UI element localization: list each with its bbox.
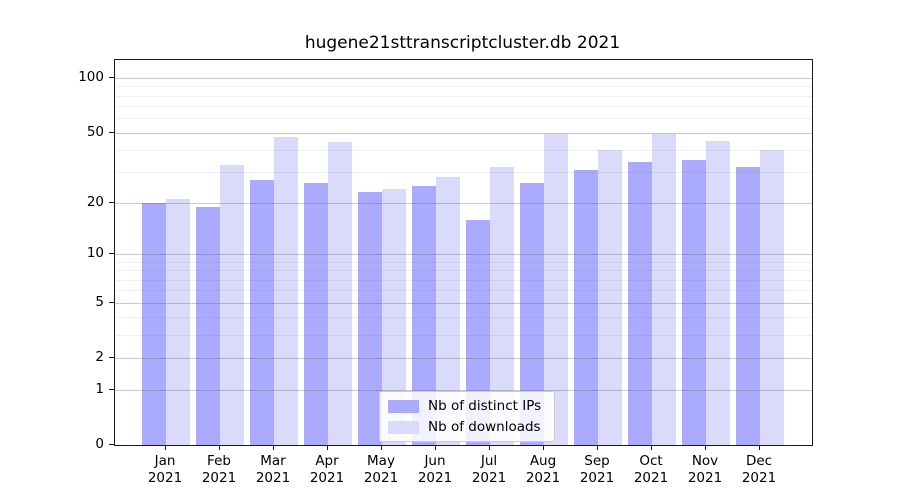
legend-label-downloads: Nb of downloads xyxy=(428,419,541,435)
x-tick-mark-sep xyxy=(597,445,598,450)
x-tick-mark-nov xyxy=(705,445,706,450)
x-tick-mark-feb xyxy=(219,445,220,450)
x-tick-mark-jun xyxy=(435,445,436,450)
bar-downloads-sep xyxy=(598,149,622,445)
x-tick-label-mar: Mar 2021 xyxy=(255,453,291,486)
x-tick-label-jun: Jun 2021 xyxy=(417,453,453,486)
x-tick-mark-aug xyxy=(543,445,544,450)
x-tick-mark-jan xyxy=(165,445,166,450)
bar-ips-feb xyxy=(196,206,220,445)
y-tick-label-5: 5 xyxy=(95,293,104,310)
bar-ips-mar xyxy=(250,180,274,445)
x-tick-label-sep: Sep 2021 xyxy=(579,453,615,486)
x-tick-mark-oct xyxy=(651,445,652,450)
gridline-60 xyxy=(115,118,812,119)
legend-item-downloads: Nb of downloads xyxy=(388,419,546,435)
x-tick-label-feb: Feb 2021 xyxy=(201,453,237,486)
gridline-90 xyxy=(115,86,812,87)
bar-ips-may xyxy=(358,192,382,445)
bar-ips-jan xyxy=(142,203,166,445)
bar-downloads-apr xyxy=(328,142,352,445)
y-tick-label-50: 50 xyxy=(86,123,104,140)
x-tick-label-jul: Jul 2021 xyxy=(471,453,507,486)
legend-swatch-downloads xyxy=(388,420,419,434)
x-tick-label-nov: Nov 2021 xyxy=(687,453,723,486)
gridline-100 xyxy=(115,78,812,79)
x-tick-label-oct: Oct 2021 xyxy=(633,453,669,486)
bar-downloads-feb xyxy=(220,164,244,445)
bar-ips-nov xyxy=(682,160,706,445)
bar-ips-dec xyxy=(736,167,760,445)
y-tick-mark-2 xyxy=(109,357,114,358)
y-tick-mark-5 xyxy=(109,302,114,303)
y-tick-label-100: 100 xyxy=(78,69,104,86)
y-tick-mark-50 xyxy=(109,132,114,133)
x-tick-mark-apr xyxy=(327,445,328,450)
x-tick-label-apr: Apr 2021 xyxy=(309,453,345,486)
x-tick-label-aug: Aug 2021 xyxy=(525,453,561,486)
legend: Nb of distinct IPs Nb of downloads xyxy=(379,391,555,442)
y-tick-label-20: 20 xyxy=(86,194,104,211)
bar-downloads-oct xyxy=(652,134,676,445)
x-tick-label-jan: Jan 2021 xyxy=(147,453,183,486)
x-tick-mark-mar xyxy=(273,445,274,450)
bar-ips-oct xyxy=(628,162,652,445)
y-tick-mark-20 xyxy=(109,202,114,203)
y-tick-mark-0 xyxy=(109,444,114,445)
x-tick-label-dec: Dec 2021 xyxy=(741,453,777,486)
y-tick-label-1: 1 xyxy=(95,380,104,397)
bar-downloads-jan xyxy=(166,199,190,445)
bar-downloads-dec xyxy=(760,149,784,445)
y-tick-mark-10 xyxy=(109,253,114,254)
bar-downloads-mar xyxy=(274,137,298,445)
legend-label-distinct-ips: Nb of distinct IPs xyxy=(428,398,542,414)
bar-ips-sep xyxy=(574,169,598,445)
y-tick-mark-1 xyxy=(109,389,114,390)
gridline-50 xyxy=(115,133,812,134)
bar-ips-apr xyxy=(304,183,328,445)
y-tick-label-0: 0 xyxy=(95,436,104,452)
x-tick-mark-jul xyxy=(489,445,490,450)
x-tick-label-may: May 2021 xyxy=(363,453,399,486)
gridline-70 xyxy=(115,106,812,107)
plot-area xyxy=(114,59,813,446)
x-tick-mark-may xyxy=(381,445,382,450)
y-tick-mark-100 xyxy=(109,77,114,78)
legend-item-distinct-ips: Nb of distinct IPs xyxy=(388,398,546,414)
x-tick-mark-dec xyxy=(759,445,760,450)
legend-swatch-distinct-ips xyxy=(388,399,419,413)
y-tick-label-2: 2 xyxy=(95,348,104,365)
bar-downloads-nov xyxy=(706,140,730,445)
chart-title: hugene21sttranscriptcluster.db 2021 xyxy=(304,33,621,53)
gridline-80 xyxy=(115,96,812,97)
y-tick-label-10: 10 xyxy=(86,245,104,262)
